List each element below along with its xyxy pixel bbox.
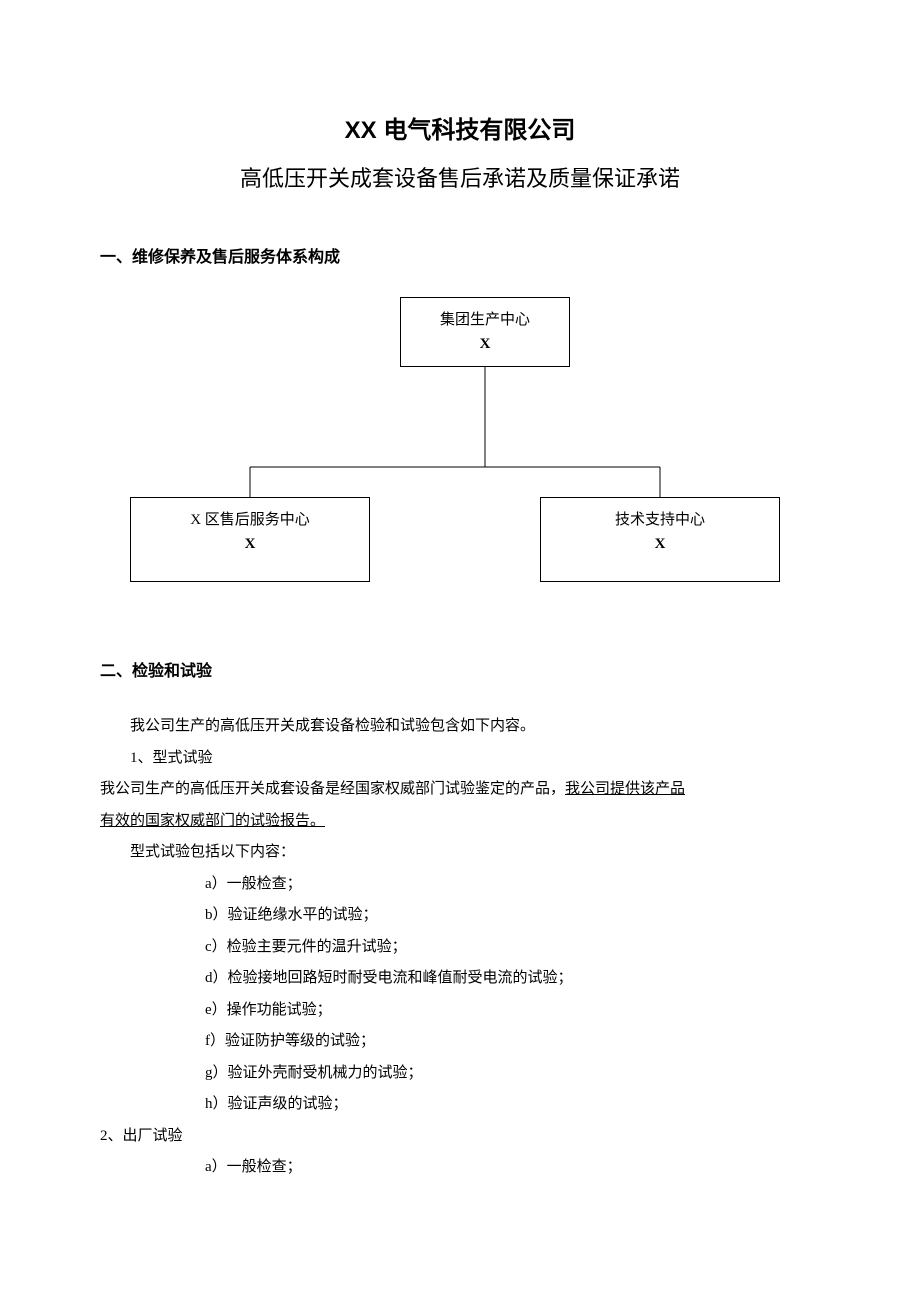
type-test-item-g: g）验证外壳耐受机械力的试验； [100,1058,820,1090]
org-diagram: 集团生产中心 X X 区售后服务中心 X 技术支持中心 X [100,297,820,617]
factory-test-item-a: a）一般检查； [100,1152,820,1184]
type-test-desc-underline: 我公司提供该产品 [565,781,685,797]
diagram-node-left-line2: X [143,532,357,556]
diagram-node-left: X 区售后服务中心 X [130,497,370,582]
diagram-node-left-line1: X 区售后服务中心 [143,508,357,532]
type-test-desc-wrapper: 我公司生产的高低压开关成套设备是经国家权威部门试验鉴定的产品，我公司提供该产品 [100,774,820,806]
type-test-desc-line2: 有效的国家权威部门的试验报告。 [100,806,820,838]
type-test-number: 1、型式试验 [100,743,820,775]
type-test-item-c: c）检验主要元件的温升试验； [100,932,820,964]
document-title-main: XX 电气科技有限公司 [100,110,820,145]
diagram-node-right-line1: 技术支持中心 [553,508,767,532]
factory-test-number: 2、出厂试验 [100,1121,820,1153]
type-test-item-a: a）一般检查； [100,869,820,901]
document-title-sub: 高低压开关成套设备售后承诺及质量保证承诺 [100,161,820,193]
diagram-node-top-line2: X [413,332,557,356]
type-test-item-h: h）验证声级的试验； [100,1089,820,1121]
type-test-item-d: d）检验接地回路短时耐受电流和峰值耐受电流的试验； [100,963,820,995]
type-test-includes: 型式试验包括以下内容： [100,837,820,869]
section2-heading: 二、检验和试验 [100,657,820,681]
type-test-desc-p1: 我公司生产的高低压开关成套设备是经国家权威部门试验鉴定的产品， [100,781,565,797]
diagram-node-right-line2: X [553,532,767,556]
diagram-node-right: 技术支持中心 X [540,497,780,582]
type-test-item-f: f）验证防护等级的试验； [100,1026,820,1058]
section2-intro: 我公司生产的高低压开关成套设备检验和试验包含如下内容。 [100,711,820,743]
type-test-item-b: b）验证绝缘水平的试验； [100,900,820,932]
section1-heading: 一、维修保养及售后服务体系构成 [100,243,820,267]
diagram-node-top: 集团生产中心 X [400,297,570,367]
diagram-node-top-line1: 集团生产中心 [413,308,557,332]
type-test-item-e: e）操作功能试验； [100,995,820,1027]
